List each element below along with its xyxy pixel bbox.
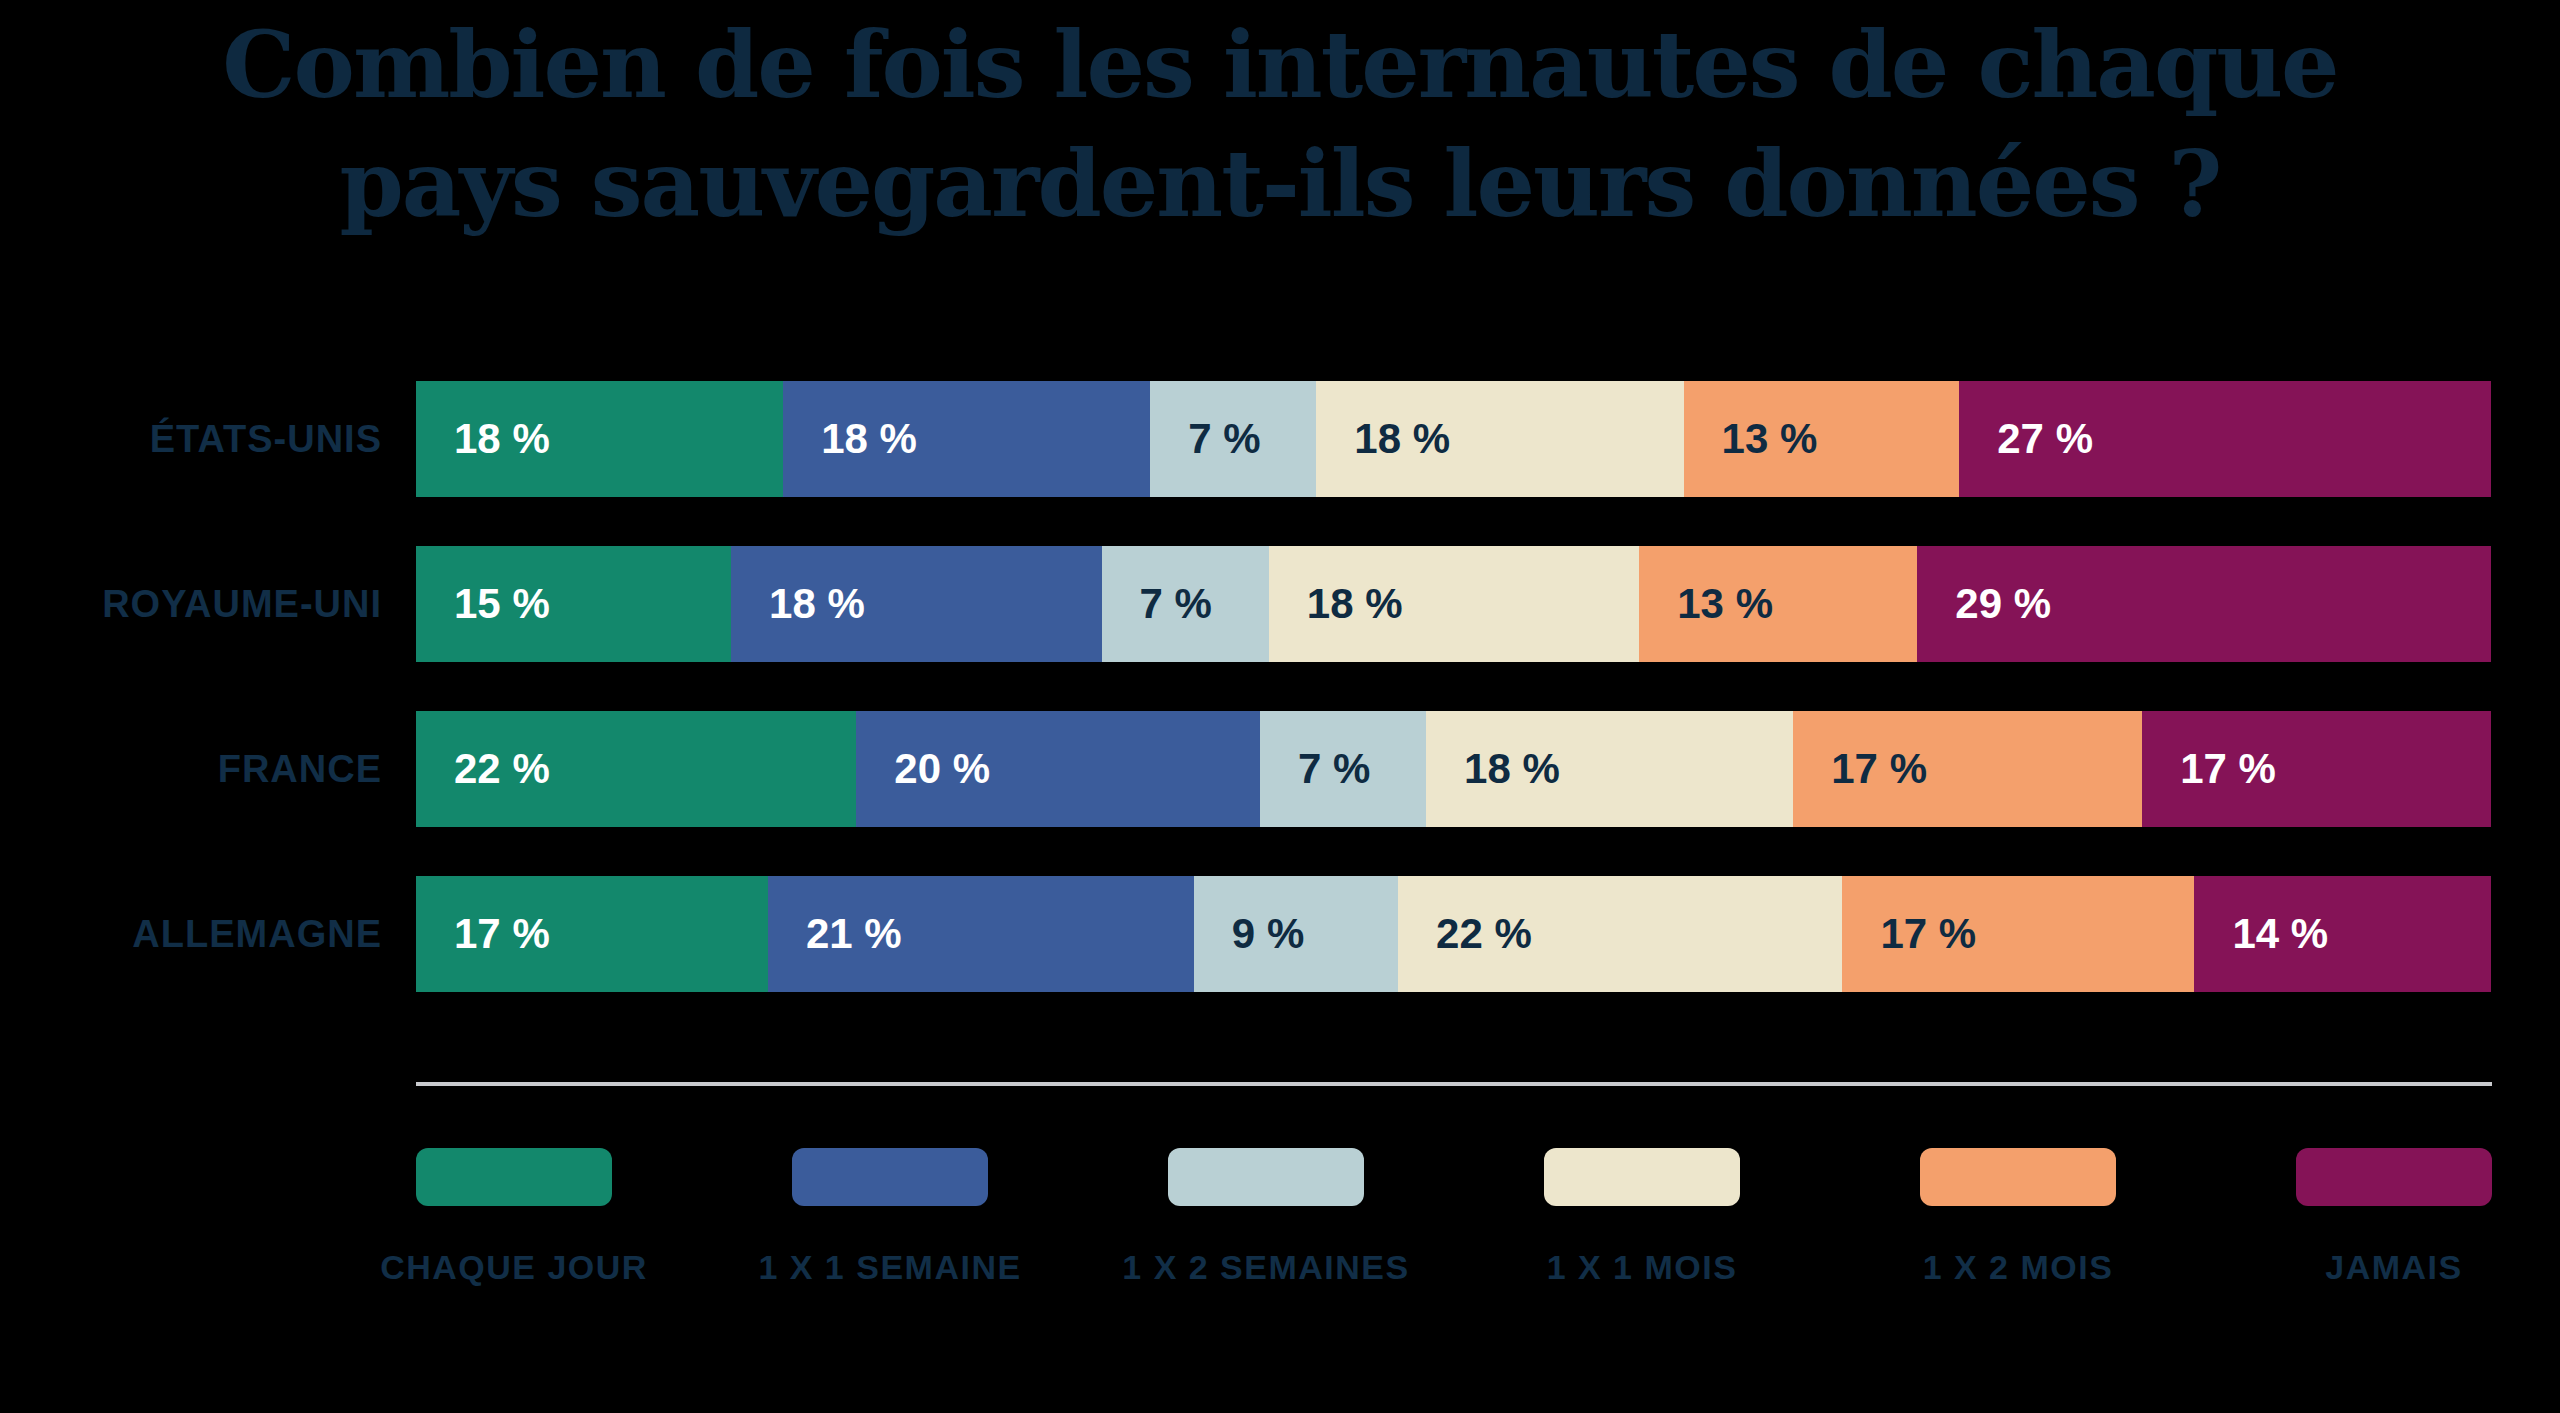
legend-item: 1 X 1 MOIS (1454, 1148, 1830, 1287)
bar-segment: 20 % (856, 711, 1260, 827)
bar-segment: 15 % (416, 546, 731, 662)
legend-swatch (1544, 1148, 1740, 1206)
segment-value: 7 % (1140, 580, 1212, 628)
segment-value: 22 % (1436, 910, 1532, 958)
legend-item: 1 X 1 SEMAINE (702, 1148, 1078, 1287)
bar-track: 17 % 21 % 9 % 22 % 17 % 14 % (416, 876, 2491, 992)
country-label: ALLEMAGNE (0, 876, 382, 992)
bar-segment: 9 % (1194, 876, 1398, 992)
segment-value: 13 % (1677, 580, 1773, 628)
bar-segment: 14 % (2194, 876, 2491, 992)
segment-value: 15 % (454, 580, 550, 628)
segment-value: 27 % (1997, 415, 2093, 463)
legend-item: 1 X 2 SEMAINES (1078, 1148, 1454, 1287)
segment-value: 22 % (454, 745, 550, 793)
bar-segment: 17 % (1793, 711, 2142, 827)
country-label: ÉTATS-UNIS (0, 381, 382, 497)
country-row: ÉTATS-UNIS 18 % 18 % 7 % 18 % 13 % 27 % (0, 381, 2560, 497)
legend-swatch (792, 1148, 988, 1206)
country-row: ALLEMAGNE 17 % 21 % 9 % 22 % 17 % 14 % (0, 876, 2560, 992)
legend-label: JAMAIS (2325, 1248, 2462, 1287)
bar-segment: 7 % (1102, 546, 1269, 662)
segment-value: 18 % (454, 415, 550, 463)
bar-segment: 18 % (731, 546, 1101, 662)
legend-label: CHAQUE JOUR (380, 1248, 648, 1287)
bar-segment: 17 % (2142, 711, 2491, 827)
bar-segment: 13 % (1639, 546, 1917, 662)
segment-value: 17 % (454, 910, 550, 958)
segment-value: 17 % (1831, 745, 1927, 793)
bar-segment: 7 % (1260, 711, 1426, 827)
country-label: FRANCE (0, 711, 382, 827)
stacked-bar-chart: ÉTATS-UNIS 18 % 18 % 7 % 18 % 13 % 27 % ROYAUME… (0, 381, 2560, 992)
legend-swatch (2296, 1148, 2492, 1206)
bar-segment: 22 % (1398, 876, 1842, 992)
infographic-canvas: Combien de fois les internautes de chaqu… (0, 0, 2560, 1413)
segment-value: 21 % (806, 910, 902, 958)
bar-track: 22 % 20 % 7 % 18 % 17 % 17 % (416, 711, 2491, 827)
legend-item: 1 X 2 MOIS (1830, 1148, 2206, 1287)
legend-divider (416, 1082, 2492, 1086)
bar-segment: 17 % (416, 876, 768, 992)
legend-swatch (1920, 1148, 2116, 1206)
legend-item: JAMAIS (2206, 1148, 2560, 1287)
segment-value: 7 % (1188, 415, 1260, 463)
bar-segment: 18 % (1316, 381, 1683, 497)
country-row: FRANCE 22 % 20 % 7 % 18 % 17 % 17 % (0, 711, 2560, 827)
country-row: ROYAUME-UNI 15 % 18 % 7 % 18 % 13 % 29 % (0, 546, 2560, 662)
bar-segment: 27 % (1959, 381, 2491, 497)
segment-value: 13 % (1722, 415, 1818, 463)
legend-label: 1 X 1 MOIS (1547, 1248, 1738, 1287)
segment-value: 18 % (769, 580, 865, 628)
chart-title: Combien de fois les internautes de chaqu… (0, 6, 2560, 244)
country-label: ROYAUME-UNI (0, 546, 382, 662)
bar-track: 18 % 18 % 7 % 18 % 13 % 27 % (416, 381, 2491, 497)
bar-segment: 29 % (1917, 546, 2491, 662)
legend-label: 1 X 2 SEMAINES (1122, 1248, 1409, 1287)
legend-item: CHAQUE JOUR (326, 1148, 702, 1287)
segment-value: 18 % (1464, 745, 1560, 793)
legend-swatch (416, 1148, 612, 1206)
bar-segment: 18 % (1426, 711, 1793, 827)
bar-segment: 17 % (1842, 876, 2194, 992)
bar-segment: 21 % (768, 876, 1194, 992)
bar-segment: 22 % (416, 711, 856, 827)
bar-segment: 13 % (1684, 381, 1960, 497)
bar-segment: 18 % (783, 381, 1150, 497)
segment-value: 20 % (894, 745, 990, 793)
segment-value: 7 % (1298, 745, 1370, 793)
bar-track: 15 % 18 % 7 % 18 % 13 % 29 % (416, 546, 2491, 662)
legend-swatch (1168, 1148, 1364, 1206)
segment-value: 14 % (2232, 910, 2328, 958)
chart-title-line2: pays sauvegardent-ils leurs données ? (340, 130, 2221, 238)
chart-title-line1: Combien de fois les internautes de chaqu… (222, 11, 2337, 119)
segment-value: 9 % (1232, 910, 1304, 958)
segment-value: 18 % (821, 415, 917, 463)
segment-value: 18 % (1354, 415, 1450, 463)
segment-value: 29 % (1955, 580, 2051, 628)
segment-value: 17 % (1880, 910, 1976, 958)
legend-label: 1 X 1 SEMAINE (758, 1248, 1021, 1287)
bar-segment: 18 % (1269, 546, 1639, 662)
segment-value: 18 % (1307, 580, 1403, 628)
bar-segment: 7 % (1150, 381, 1316, 497)
chart-legend: CHAQUE JOUR 1 X 1 SEMAINE 1 X 2 SEMAINES 1 … (326, 1148, 2560, 1287)
bar-segment: 18 % (416, 381, 783, 497)
segment-value: 17 % (2180, 745, 2276, 793)
legend-label: 1 X 2 MOIS (1923, 1248, 2114, 1287)
